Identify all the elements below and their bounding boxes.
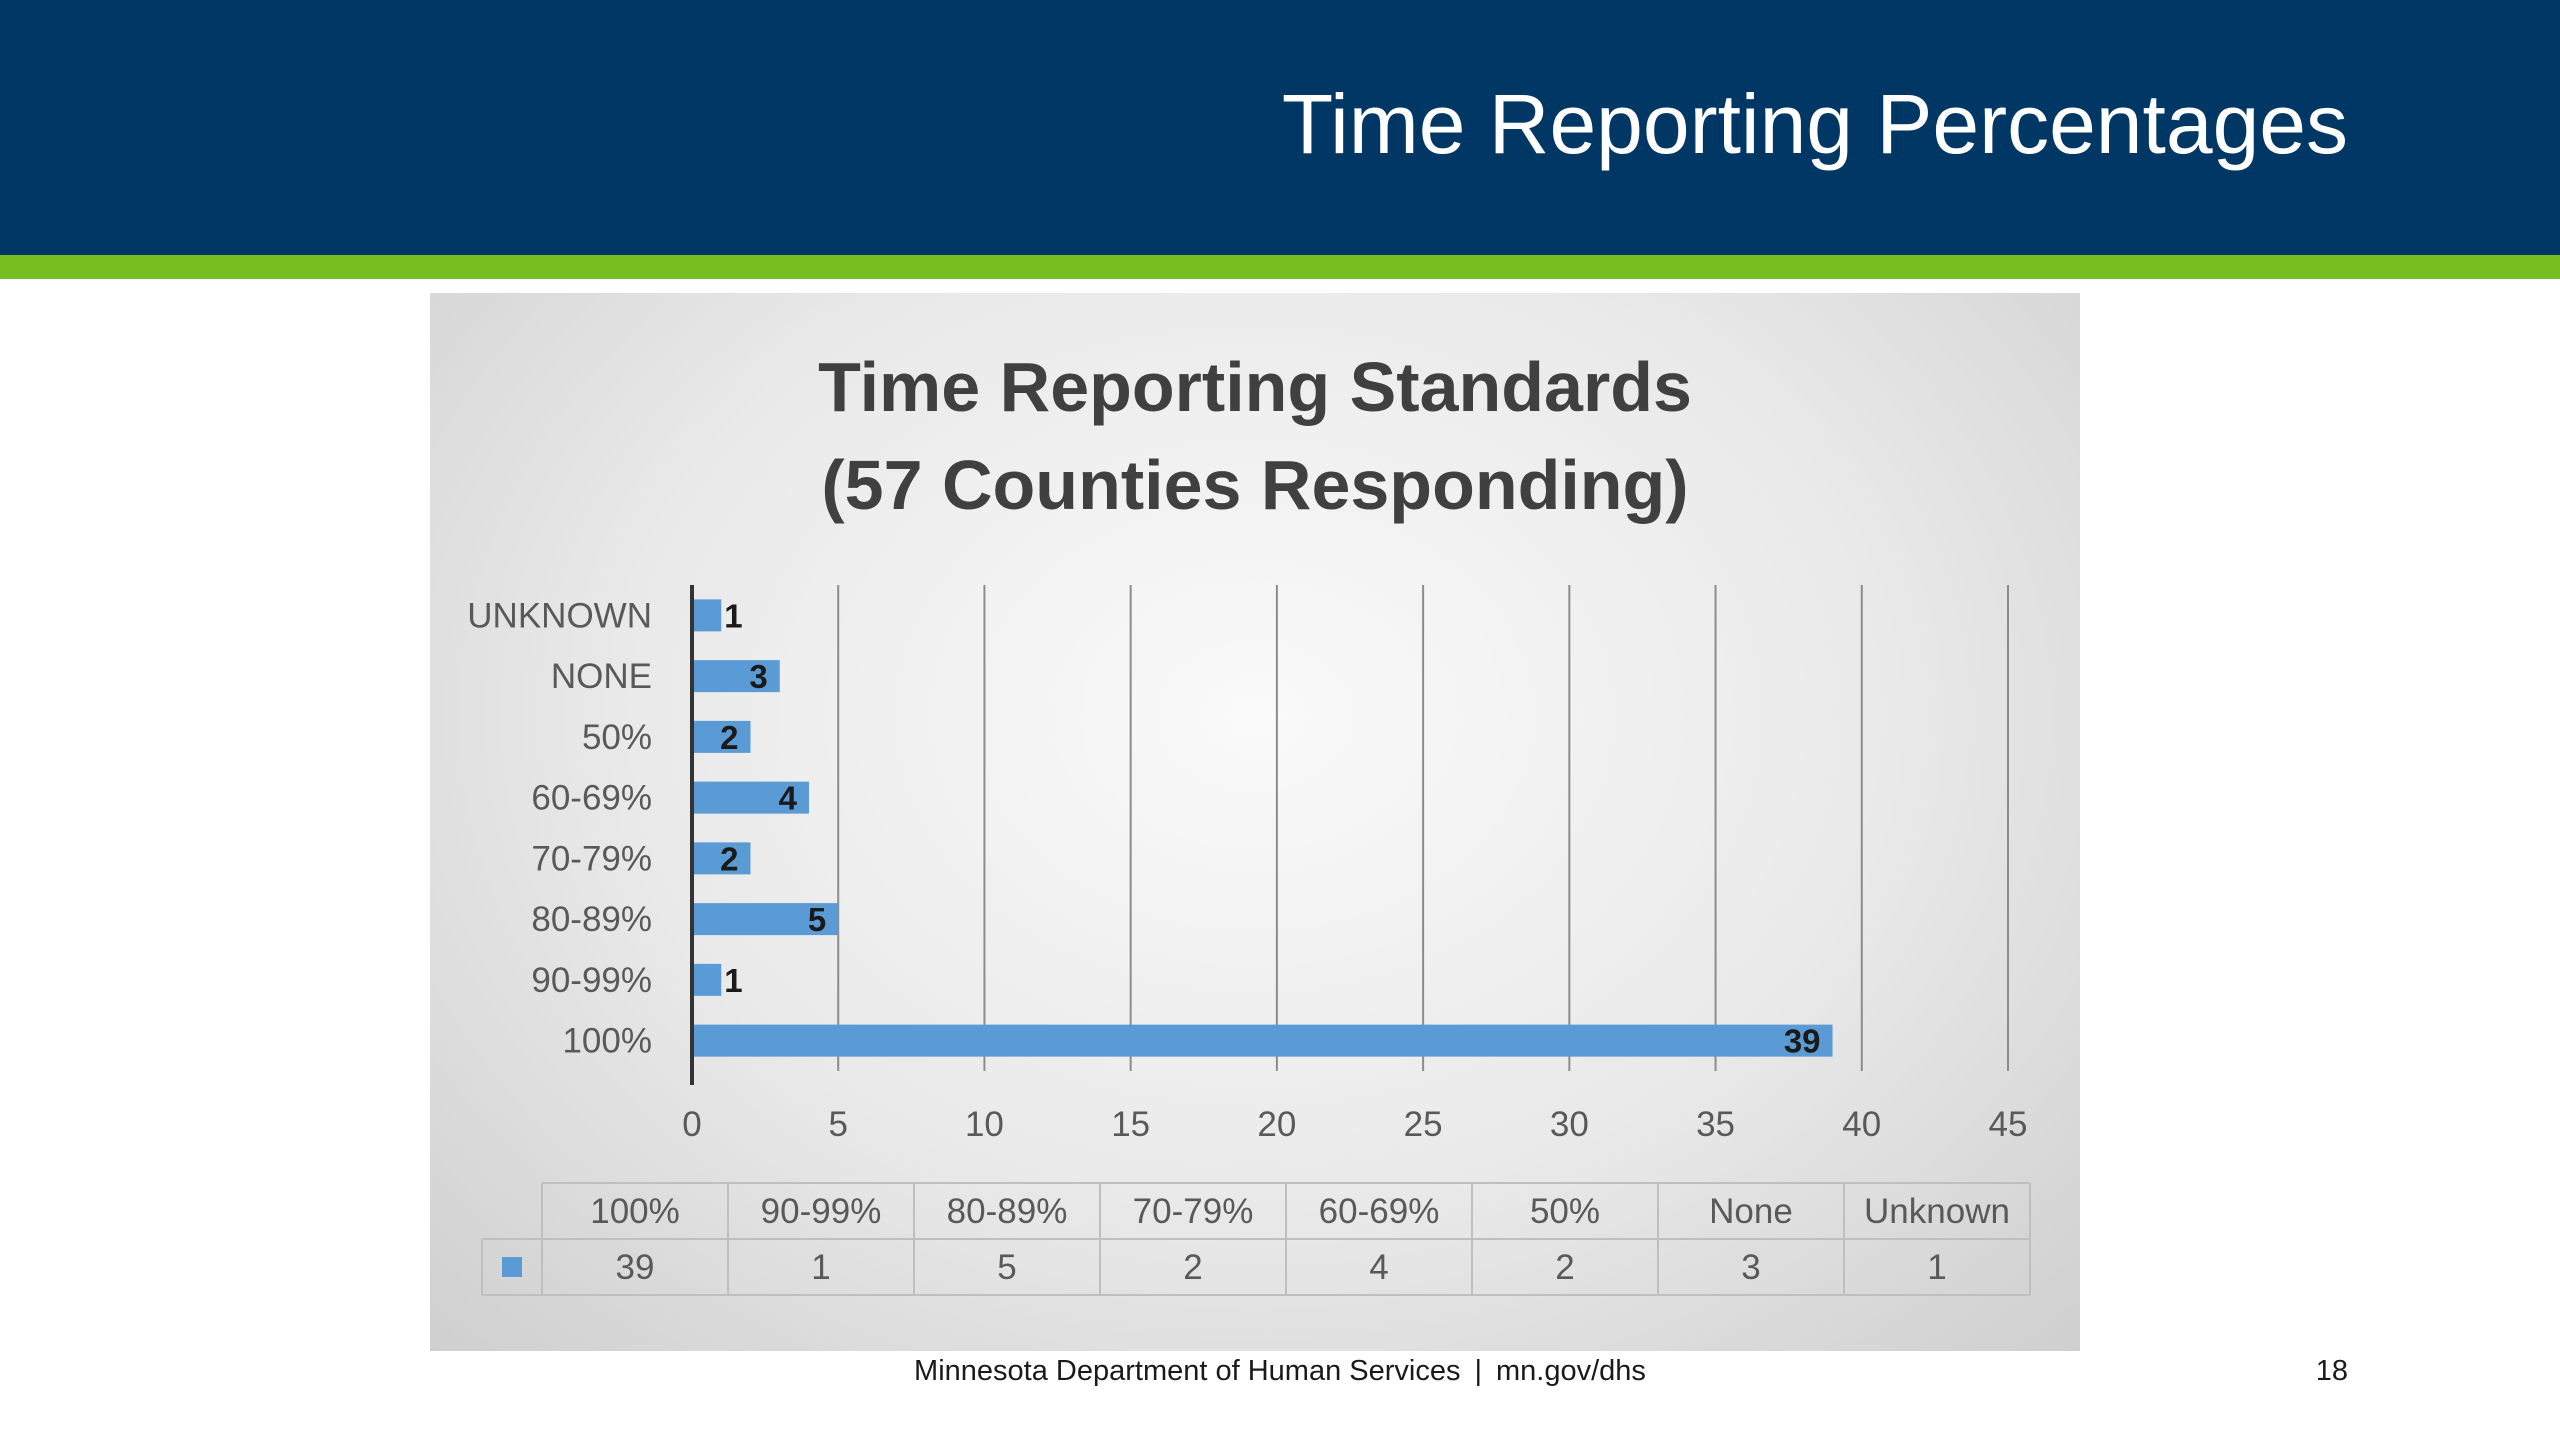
- table-header-cell: None: [1709, 1192, 1793, 1231]
- data-label: 5: [808, 901, 826, 938]
- footer-url: mn.gov/dhs: [1496, 1355, 1646, 1387]
- accent-band: [0, 255, 2560, 279]
- chart-title-line-2: (57 Counties Responding): [821, 446, 1689, 524]
- footer-separator: |: [1474, 1355, 1483, 1387]
- slide-title: Time Reporting Percentages: [1281, 77, 2348, 171]
- category-label: 50%: [582, 718, 652, 757]
- data-label: 3: [749, 658, 767, 695]
- bar-chart: 0 5 10 15 20 25 30 35 40 4539100%190-99%580-89%27…: [467, 585, 2031, 1296]
- table-value-cell: 2: [1183, 1248, 1202, 1287]
- x-tick-label: 15: [1111, 1105, 1150, 1144]
- bar: [692, 781, 809, 814]
- footer: Minnesota Department of Human Services | m…: [0, 1355, 2560, 1388]
- page-number: 18: [2315, 1355, 2348, 1387]
- table-value-cell: 2: [1555, 1248, 1574, 1287]
- chart-title: Time Reporting Standards (57 Counties Re…: [430, 338, 2080, 534]
- data-label: 39: [1784, 1023, 1821, 1060]
- category-label: UNKNOWN: [467, 596, 652, 635]
- table-value-cell: 1: [1927, 1248, 1946, 1287]
- x-tick-label: 35: [1696, 1105, 1735, 1144]
- table-header-cell: 90-99%: [761, 1192, 882, 1231]
- bar: [692, 660, 780, 693]
- category-label: 100%: [562, 1022, 652, 1061]
- x-tick-label: 30: [1550, 1105, 1589, 1144]
- category-label: 70-79%: [531, 839, 652, 878]
- x-tick-label: 25: [1404, 1105, 1443, 1144]
- table-header-cell: 100%: [590, 1192, 680, 1231]
- table-header-cell: Unknown: [1864, 1192, 2010, 1231]
- bar: [692, 903, 839, 936]
- x-tick-label: 5: [828, 1105, 847, 1144]
- data-label: 1: [724, 962, 742, 999]
- category-label: NONE: [551, 657, 652, 696]
- category-label: 80-89%: [531, 900, 652, 939]
- data-label: 2: [720, 840, 738, 877]
- bar: [692, 1024, 1833, 1057]
- chart-panel: Time Reporting Standards (57 Counties Re…: [430, 293, 2080, 1351]
- x-tick-label: 10: [965, 1105, 1004, 1144]
- category-label: 60-69%: [531, 779, 652, 818]
- table-header-cell: 70-79%: [1133, 1192, 1254, 1231]
- x-tick-label: 20: [1257, 1105, 1296, 1144]
- table-value-cell: 1: [811, 1248, 830, 1287]
- bar: [692, 599, 722, 632]
- chart-title-line-1: Time Reporting Standards: [818, 348, 1692, 426]
- bar: [692, 720, 751, 753]
- table-value-cell: 3: [1741, 1248, 1760, 1287]
- data-label: 2: [720, 719, 738, 756]
- table-header-cell: 50%: [1530, 1192, 1600, 1231]
- table-value-cell: 5: [997, 1248, 1016, 1287]
- footer-org: Minnesota Department of Human Services: [914, 1355, 1461, 1387]
- data-label: 1: [724, 597, 742, 634]
- category-label: 90-99%: [531, 961, 652, 1000]
- table-header-cell: 60-69%: [1319, 1192, 1440, 1231]
- bar: [692, 963, 722, 996]
- table-value-cell: 39: [616, 1248, 655, 1287]
- bar: [692, 842, 751, 875]
- header-band: [0, 0, 2560, 255]
- data-label: 4: [779, 780, 798, 817]
- legend-key: [502, 1257, 522, 1277]
- table-value-cell: 4: [1369, 1248, 1388, 1287]
- x-tick-label: 40: [1842, 1105, 1881, 1144]
- x-tick-label: 45: [1989, 1105, 2028, 1144]
- table-header-cell: 80-89%: [947, 1192, 1068, 1231]
- x-tick-label: 0: [682, 1105, 701, 1144]
